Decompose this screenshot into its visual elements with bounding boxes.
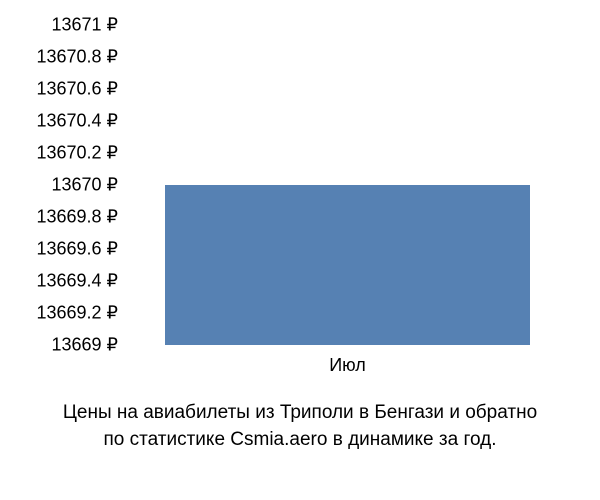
y-tick-label: 13671 ₽ <box>0 15 118 36</box>
chart-caption-line2: по статистике Csmia.aero в динамике за г… <box>0 427 600 454</box>
x-axis-label: Июл <box>125 355 570 376</box>
bar-Июл <box>165 185 530 345</box>
y-tick-label: 13669.2 ₽ <box>0 303 118 324</box>
y-tick-label: 13670 ₽ <box>0 175 118 196</box>
y-axis-labels: 13671 ₽13670.8 ₽13670.6 ₽13670.4 ₽13670.… <box>0 25 118 345</box>
y-tick-label: 13670.2 ₽ <box>0 143 118 164</box>
y-tick-label: 13669.4 ₽ <box>0 271 118 292</box>
y-tick-label: 13670.8 ₽ <box>0 47 118 68</box>
chart-caption-line1: Цены на авиабилеты из Триполи в Бенгази … <box>0 400 600 427</box>
y-tick-label: 13669.8 ₽ <box>0 207 118 228</box>
y-tick-label: 13669 ₽ <box>0 335 118 356</box>
y-tick-label: 13670.4 ₽ <box>0 111 118 132</box>
y-tick-label: 13669.6 ₽ <box>0 239 118 260</box>
plot-area <box>125 25 570 345</box>
y-tick-label: 13670.6 ₽ <box>0 79 118 100</box>
price-chart: 13671 ₽ 13670.8 ₽ 13670.6 ₽ 13670.4 ₽ 13670.… <box>0 0 600 500</box>
